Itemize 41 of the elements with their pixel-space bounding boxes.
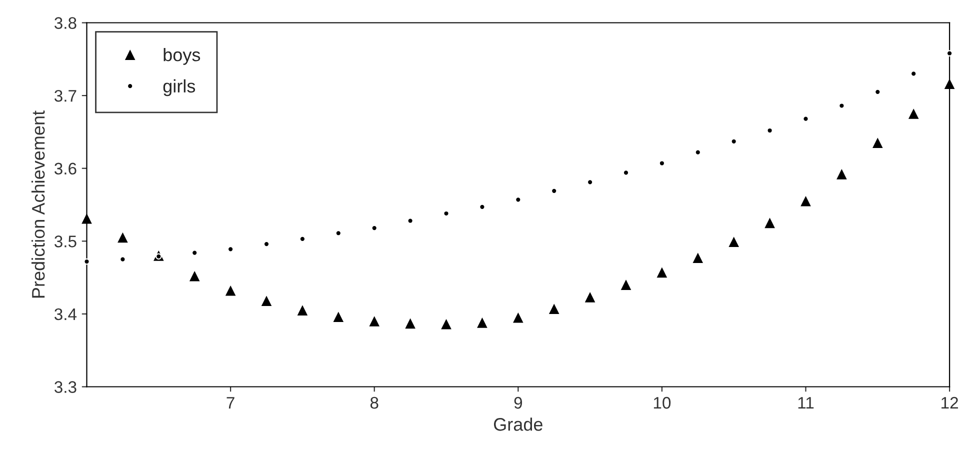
point <box>261 296 272 306</box>
y-tick-label: 3.7 <box>54 90 76 102</box>
point <box>82 213 92 224</box>
y-axis-title: Prediction Achievement <box>31 110 45 298</box>
point <box>656 267 668 278</box>
x-tick-label: 9 <box>514 396 522 409</box>
x-tick-label: 10 <box>654 396 671 409</box>
x-tick-label: 8 <box>370 396 378 409</box>
legend-label: boys <box>164 48 200 65</box>
y-tick-label: 3.8 <box>54 17 76 29</box>
point <box>800 196 811 206</box>
y-tick-label: 3.4 <box>54 308 77 320</box>
point <box>944 78 955 90</box>
point <box>620 280 632 290</box>
point <box>584 292 596 302</box>
point <box>872 138 883 148</box>
y-tick-label: 3.3 <box>54 381 76 393</box>
x-tick-label: 12 <box>942 396 958 409</box>
point <box>333 312 344 322</box>
point <box>189 270 200 282</box>
point <box>764 218 775 228</box>
point <box>908 108 919 119</box>
point <box>836 169 847 180</box>
x-tick-label: 7 <box>226 397 234 409</box>
point <box>513 312 524 323</box>
point <box>548 304 560 314</box>
point <box>118 232 128 243</box>
point <box>225 286 236 296</box>
x-axis-title: Grade <box>494 418 542 431</box>
x-tick-label: 11 <box>798 397 814 409</box>
point <box>477 318 488 328</box>
point <box>84 258 90 265</box>
point <box>297 305 308 316</box>
point <box>692 252 704 264</box>
point <box>441 318 452 330</box>
point <box>369 316 380 326</box>
legend-label: girls <box>163 79 196 96</box>
y-tick-label: 3.5 <box>54 236 76 248</box>
point <box>405 318 416 329</box>
point <box>728 236 739 248</box>
y-tick-label: 3.6 <box>54 162 76 175</box>
